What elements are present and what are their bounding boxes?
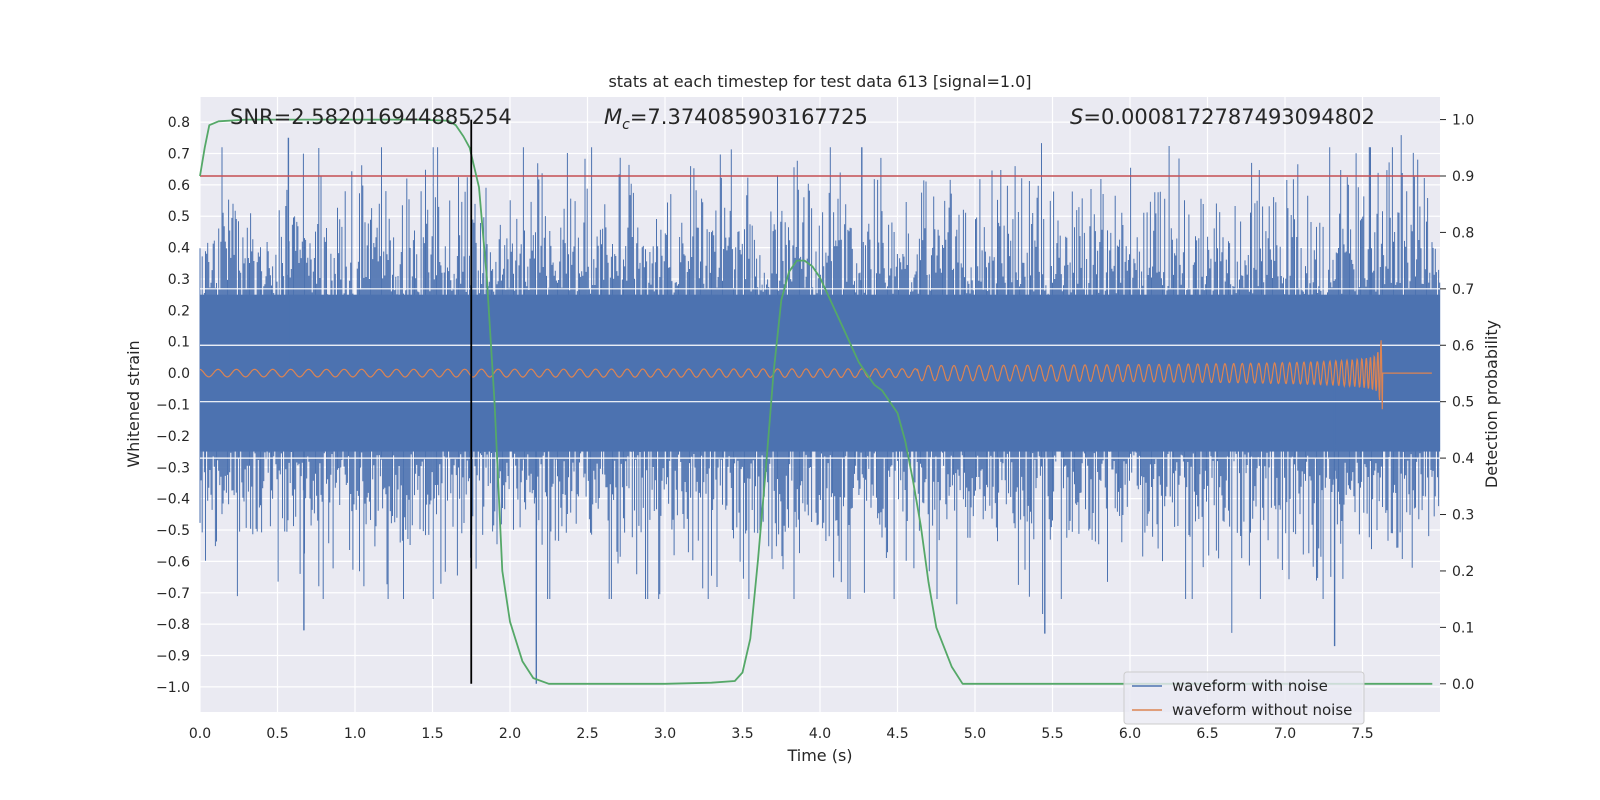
y2-tick-label: 0.1 xyxy=(1452,620,1474,636)
y2-tick-label: 1.0 xyxy=(1452,113,1474,129)
x-tick-label: 4.0 xyxy=(809,726,831,742)
y-tick-label: 0.6 xyxy=(168,178,190,194)
axes-ticks: 0.0 0.5 1.0 1.5 2.0 2.5 3.0 3.5 4.0 4.5 5.0 5.5 6.0 6… xyxy=(156,113,1474,742)
x-tick-label: 2.5 xyxy=(576,726,598,742)
y2-tick-label: 0.8 xyxy=(1452,225,1474,241)
x-tick-label: 7.5 xyxy=(1351,726,1373,742)
x-tick-label: 6.0 xyxy=(1119,726,1141,742)
x-tick-label: 6.5 xyxy=(1196,726,1218,742)
x-tick-label: 4.5 xyxy=(886,726,908,742)
y2-tick-label: 0.5 xyxy=(1452,395,1474,411)
y-tick-label: −0.8 xyxy=(156,617,190,633)
y-tick-label: 0.4 xyxy=(168,241,190,257)
y-tick-label: −0.3 xyxy=(156,460,190,476)
y-tick-label: −0.9 xyxy=(156,649,190,665)
x-tick-label: 3.0 xyxy=(654,726,676,742)
chirp-mass-subscript: c xyxy=(622,117,630,133)
y-tick-label: −0.1 xyxy=(156,398,190,414)
y-tick-label: −0.5 xyxy=(156,523,190,539)
chirp-mass-symbol: M xyxy=(604,105,622,129)
y-tick-label: −0.2 xyxy=(156,429,190,445)
score-value: =0.0008172787493094802 xyxy=(1083,105,1375,129)
y2-tick-label: 0.3 xyxy=(1452,508,1474,524)
x-tick-label: 3.5 xyxy=(731,726,753,742)
y-tick-label: −0.6 xyxy=(156,554,190,570)
y-tick-label: 0.3 xyxy=(168,272,190,288)
y2-tick-label: 0.7 xyxy=(1452,282,1474,298)
y-axis-label: Whitened strain xyxy=(124,340,143,467)
score-symbol: S xyxy=(1070,105,1083,129)
y2-tick-label: 0.6 xyxy=(1452,338,1474,354)
y-tick-label: 0.7 xyxy=(168,146,190,162)
y-tick-label: 0.1 xyxy=(168,335,190,351)
legend: waveform with noise waveform without noi… xyxy=(1123,671,1365,725)
x-tick-label: 5.0 xyxy=(964,726,986,742)
chirp-mass-annotation: Mc=7.374085903167725 xyxy=(604,105,868,133)
noisy-waveform-series xyxy=(199,135,1441,684)
y2-tick-label: 0.4 xyxy=(1452,451,1474,467)
y2-tick-label: 0.2 xyxy=(1452,564,1474,580)
chart-title: stats at each timestep for test data 613… xyxy=(608,72,1031,91)
y2-tick-label: 0.9 xyxy=(1452,169,1474,185)
snr-annotation: SNR=2.582016944885254 xyxy=(230,105,512,129)
y-tick-label: 0.0 xyxy=(168,366,190,382)
x-tick-label: 2.0 xyxy=(499,726,521,742)
x-tick-label: 5.5 xyxy=(1041,726,1063,742)
x-axis-label: Time (s) xyxy=(786,746,852,765)
y2-tick-label: 0.0 xyxy=(1452,677,1474,693)
x-tick-label: 1.5 xyxy=(421,726,443,742)
clean-waveform-line xyxy=(199,340,1432,410)
y-tick-label: −1.0 xyxy=(156,680,190,696)
y-tick-label: −0.7 xyxy=(156,586,190,602)
overlay-lines xyxy=(199,118,1440,685)
y-tick-label: 0.2 xyxy=(168,303,190,319)
y-tick-label: 0.5 xyxy=(168,209,190,225)
x-tick-label: 1.0 xyxy=(344,726,366,742)
legend-label-noisy: waveform with noise xyxy=(1172,677,1328,695)
detection-probability-line xyxy=(199,118,1433,685)
x-tick-label: 0.5 xyxy=(266,726,288,742)
legend-label-clean: waveform without noise xyxy=(1172,701,1352,719)
x-tick-label: 0.0 xyxy=(189,726,211,742)
chirp-mass-value: =7.374085903167725 xyxy=(630,105,868,129)
legend-box xyxy=(1123,671,1365,725)
x-tick-label: 7.0 xyxy=(1274,726,1296,742)
y2-axis-label: Detection probability xyxy=(1482,320,1501,488)
y-tick-label: −0.4 xyxy=(156,492,190,508)
y-tick-label: 0.8 xyxy=(168,115,190,131)
score-annotation: S=0.0008172787493094802 xyxy=(1070,105,1375,129)
noisy-peaks xyxy=(287,137,1371,684)
noisy-spikes xyxy=(199,135,1441,633)
